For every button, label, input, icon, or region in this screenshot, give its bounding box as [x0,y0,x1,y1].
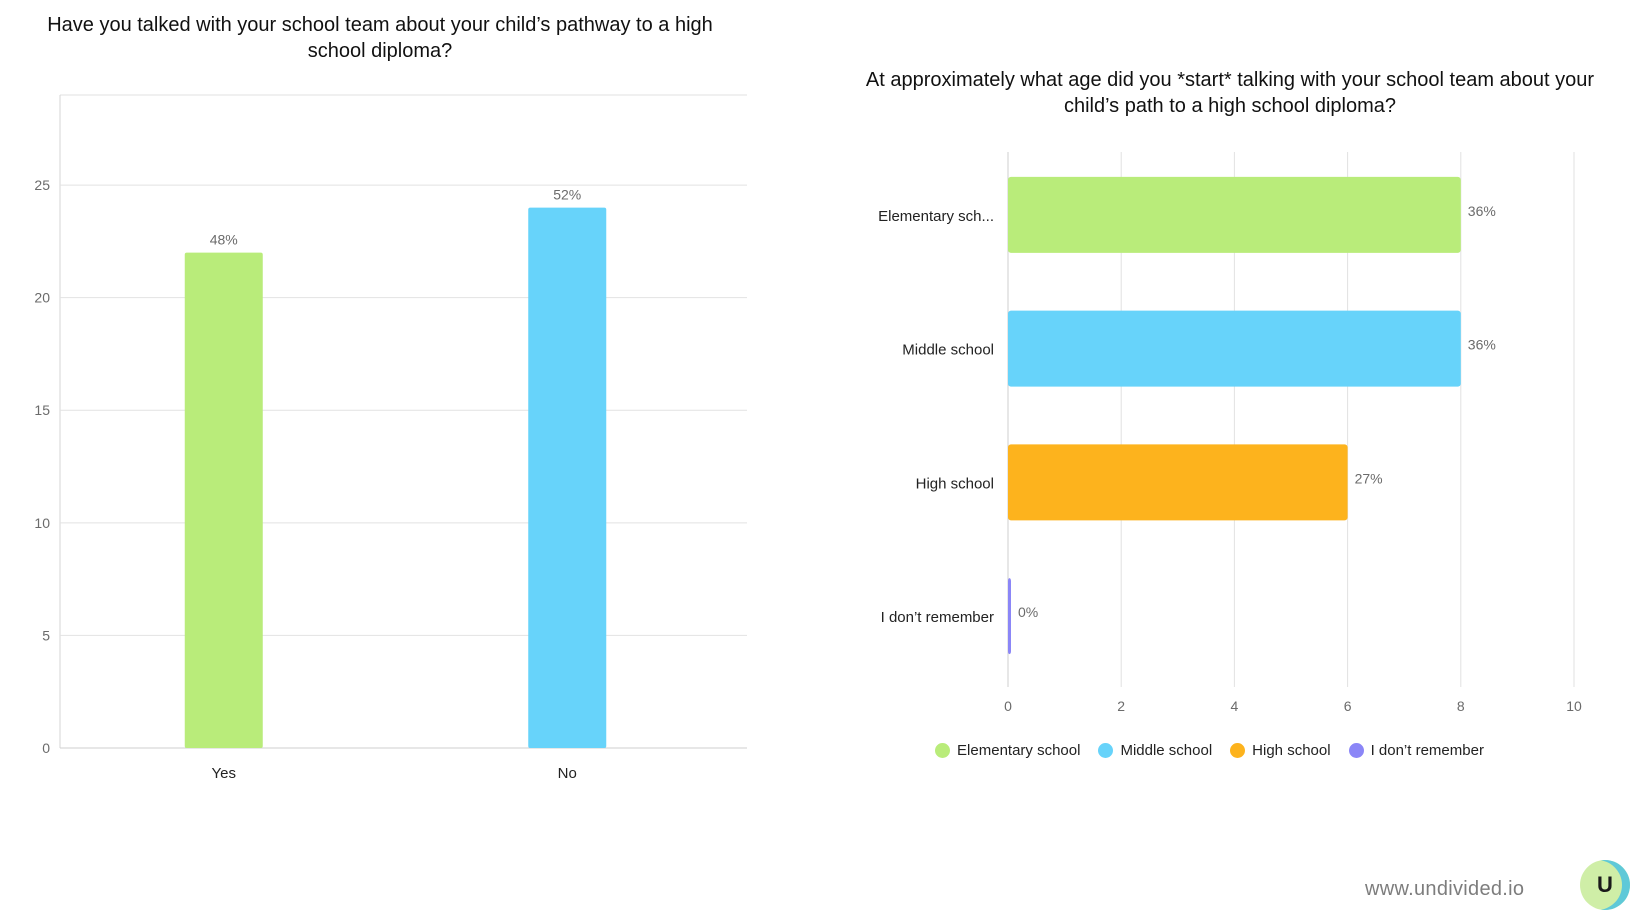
legend-item-high[interactable]: High school [1230,742,1331,759]
chart1-x-tick-label: No [558,765,577,782]
chart1-y-tick-label: 10 [34,515,50,531]
legend-item-dont-remember[interactable]: I don’t remember [1348,742,1484,759]
chart2-y-tick-label: I don’t remember [881,609,994,626]
legend-dot-middle [1098,743,1114,758]
chart1-x-tick-label: Yes [212,765,236,782]
legend-item-elementary[interactable]: Elementary school [935,742,1080,759]
chart2-legend: Elementary school Middle school High sch… [0,742,1639,759]
legend-label: I don’t remember [1370,742,1484,759]
chart2-bar [1008,578,1011,655]
chart2-data-label: 0% [1018,604,1038,620]
chart1-bar-yes [184,252,263,748]
chart1-y-tick-label: 15 [34,402,50,418]
chart2-x-tick-label: 10 [1566,698,1582,714]
undivided-logo-icon: U [1580,860,1630,910]
chart1-data-label: 52% [553,187,581,203]
chart2-y-tick-label: Elementary sch... [878,208,994,225]
legend-label: High school [1252,742,1331,759]
chart2-bar [1008,310,1461,387]
legend-dot-dont-remember [1348,743,1364,758]
chart2-x-tick-label: 4 [1231,698,1239,714]
chart1-data-label: 48% [210,232,238,248]
legend-label: Elementary school [957,742,1081,759]
legend-label: Middle school [1120,742,1213,759]
legend-dot-elementary [935,743,951,758]
chart1-y-tick-label: 20 [34,290,50,306]
chart2-x-tick-label: 8 [1457,698,1465,714]
chart2-data-label: 36% [1468,203,1496,219]
legend-dot-high [1230,743,1246,758]
chart2-title: At approximately what age did you *start… [865,69,1595,117]
chart1-title: Have you talked with your school team ab… [47,14,713,62]
chart2-x-tick-label: 0 [1004,698,1012,714]
chart2-data-label: 27% [1355,470,1383,486]
chart2-y-tick-label: High school [916,475,994,492]
chart2-y-tick-label: Middle school [902,342,994,359]
chart2-x-tick-label: 6 [1344,698,1352,714]
legend-item-middle[interactable]: Middle school [1098,742,1212,759]
chart1-bar-no [528,207,607,749]
chart2-bar [1008,444,1348,521]
chart2-x-tick-label: 2 [1117,698,1125,714]
chart1-y-tick-label: 0 [42,740,50,756]
chart2-data-label: 36% [1468,337,1496,353]
footer-url[interactable]: www.undivided.io [1365,878,1525,900]
chart1-y-tick-label: 25 [34,177,50,193]
chart2-bar [1008,176,1461,253]
chart1-y-tick-label: 5 [42,627,50,643]
